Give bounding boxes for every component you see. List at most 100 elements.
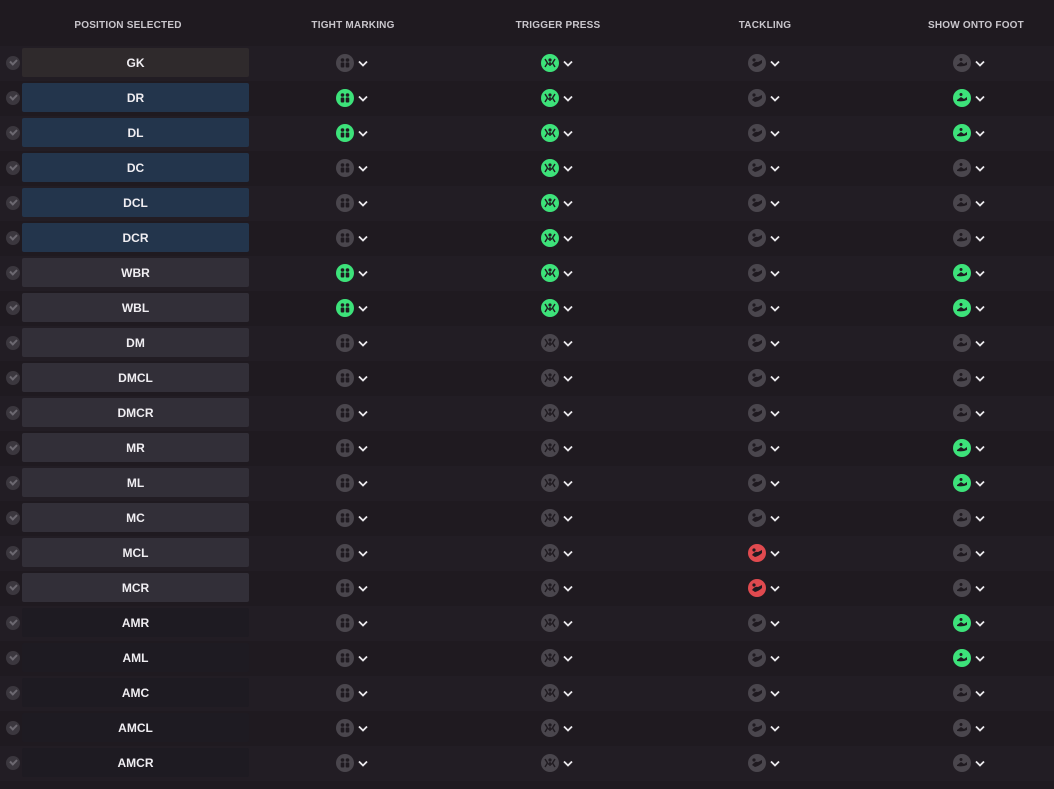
tackling-dropdown[interactable]	[748, 159, 781, 177]
trigger-press-dropdown[interactable]	[541, 404, 574, 422]
row-select-check-icon[interactable]	[6, 511, 20, 525]
position-label[interactable]: DM	[22, 328, 249, 357]
show-onto-foot-dropdown[interactable]	[953, 684, 986, 702]
tackling-dropdown[interactable]	[748, 439, 781, 457]
position-label[interactable]: GK	[22, 48, 249, 77]
trigger-press-dropdown[interactable]	[541, 54, 574, 72]
position-label[interactable]: AML	[22, 643, 249, 672]
trigger-press-dropdown[interactable]	[541, 89, 574, 107]
position-label[interactable]: AMCL	[22, 713, 249, 742]
row-select-check-icon[interactable]	[6, 266, 20, 280]
trigger-press-dropdown[interactable]	[541, 159, 574, 177]
row-select-check-icon[interactable]	[6, 441, 20, 455]
show-onto-foot-dropdown[interactable]	[953, 579, 986, 597]
tackling-dropdown[interactable]	[748, 404, 781, 422]
tackling-dropdown[interactable]	[748, 334, 781, 352]
position-label[interactable]: ML	[22, 468, 249, 497]
trigger-press-dropdown[interactable]	[541, 124, 574, 142]
show-onto-foot-dropdown[interactable]	[953, 299, 986, 317]
position-label[interactable]: AMC	[22, 678, 249, 707]
row-select-check-icon[interactable]	[6, 721, 20, 735]
row-select-check-icon[interactable]	[6, 686, 20, 700]
tackling-dropdown[interactable]	[748, 229, 781, 247]
tight-marking-dropdown[interactable]	[336, 334, 369, 352]
position-label[interactable]: DCL	[22, 188, 249, 217]
row-select-check-icon[interactable]	[6, 91, 20, 105]
position-label[interactable]: DMCL	[22, 363, 249, 392]
position-label[interactable]: DR	[22, 83, 249, 112]
row-select-check-icon[interactable]	[6, 56, 20, 70]
row-select-check-icon[interactable]	[6, 231, 20, 245]
trigger-press-dropdown[interactable]	[541, 684, 574, 702]
tight-marking-dropdown[interactable]	[336, 404, 369, 422]
show-onto-foot-dropdown[interactable]	[953, 194, 986, 212]
tight-marking-dropdown[interactable]	[336, 124, 369, 142]
show-onto-foot-dropdown[interactable]	[953, 509, 986, 527]
row-select-check-icon[interactable]	[6, 476, 20, 490]
position-label[interactable]: AMR	[22, 608, 249, 637]
tight-marking-dropdown[interactable]	[336, 159, 369, 177]
trigger-press-dropdown[interactable]	[541, 509, 574, 527]
tight-marking-dropdown[interactable]	[336, 229, 369, 247]
position-label[interactable]: WBL	[22, 293, 249, 322]
position-label[interactable]: DL	[22, 118, 249, 147]
show-onto-foot-dropdown[interactable]	[953, 544, 986, 562]
show-onto-foot-dropdown[interactable]	[953, 404, 986, 422]
trigger-press-dropdown[interactable]	[541, 229, 574, 247]
row-select-check-icon[interactable]	[6, 616, 20, 630]
position-label[interactable]: AMCR	[22, 748, 249, 777]
tight-marking-dropdown[interactable]	[336, 264, 369, 282]
position-label[interactable]: MC	[22, 503, 249, 532]
tackling-dropdown[interactable]	[748, 264, 781, 282]
row-select-check-icon[interactable]	[6, 756, 20, 770]
show-onto-foot-dropdown[interactable]	[953, 614, 986, 632]
position-label[interactable]: MCL	[22, 538, 249, 567]
tackling-dropdown[interactable]	[748, 124, 781, 142]
tight-marking-dropdown[interactable]	[336, 719, 369, 737]
tight-marking-dropdown[interactable]	[336, 754, 369, 772]
trigger-press-dropdown[interactable]	[541, 474, 574, 492]
column-header-show-onto-foot[interactable]: SHOW ONTO FOOT	[928, 20, 1024, 31]
tight-marking-dropdown[interactable]	[336, 194, 369, 212]
row-select-check-icon[interactable]	[6, 581, 20, 595]
tackling-dropdown[interactable]	[748, 754, 781, 772]
position-label[interactable]: DC	[22, 153, 249, 182]
row-select-check-icon[interactable]	[6, 651, 20, 665]
tackling-dropdown[interactable]	[748, 194, 781, 212]
row-select-check-icon[interactable]	[6, 126, 20, 140]
tackling-dropdown[interactable]	[748, 649, 781, 667]
show-onto-foot-dropdown[interactable]	[953, 334, 986, 352]
show-onto-foot-dropdown[interactable]	[953, 54, 986, 72]
show-onto-foot-dropdown[interactable]	[953, 439, 986, 457]
tight-marking-dropdown[interactable]	[336, 544, 369, 562]
tight-marking-dropdown[interactable]	[336, 54, 369, 72]
show-onto-foot-dropdown[interactable]	[953, 474, 986, 492]
column-header-tight-marking[interactable]: TIGHT MARKING	[311, 20, 395, 31]
show-onto-foot-dropdown[interactable]	[953, 649, 986, 667]
position-label[interactable]: DMCR	[22, 398, 249, 427]
tight-marking-dropdown[interactable]	[336, 649, 369, 667]
row-select-check-icon[interactable]	[6, 371, 20, 385]
column-header-trigger-press[interactable]: TRIGGER PRESS	[515, 20, 601, 31]
tackling-dropdown[interactable]	[748, 299, 781, 317]
trigger-press-dropdown[interactable]	[541, 579, 574, 597]
position-label[interactable]: DCR	[22, 223, 249, 252]
tackling-dropdown[interactable]	[748, 509, 781, 527]
row-select-check-icon[interactable]	[6, 301, 20, 315]
trigger-press-dropdown[interactable]	[541, 264, 574, 282]
tight-marking-dropdown[interactable]	[336, 509, 369, 527]
tight-marking-dropdown[interactable]	[336, 299, 369, 317]
trigger-press-dropdown[interactable]	[541, 719, 574, 737]
position-label[interactable]: WBR	[22, 258, 249, 287]
show-onto-foot-dropdown[interactable]	[953, 369, 986, 387]
show-onto-foot-dropdown[interactable]	[953, 754, 986, 772]
trigger-press-dropdown[interactable]	[541, 544, 574, 562]
show-onto-foot-dropdown[interactable]	[953, 229, 986, 247]
trigger-press-dropdown[interactable]	[541, 649, 574, 667]
tackling-dropdown[interactable]	[748, 89, 781, 107]
show-onto-foot-dropdown[interactable]	[953, 159, 986, 177]
trigger-press-dropdown[interactable]	[541, 754, 574, 772]
trigger-press-dropdown[interactable]	[541, 614, 574, 632]
trigger-press-dropdown[interactable]	[541, 439, 574, 457]
row-select-check-icon[interactable]	[6, 406, 20, 420]
